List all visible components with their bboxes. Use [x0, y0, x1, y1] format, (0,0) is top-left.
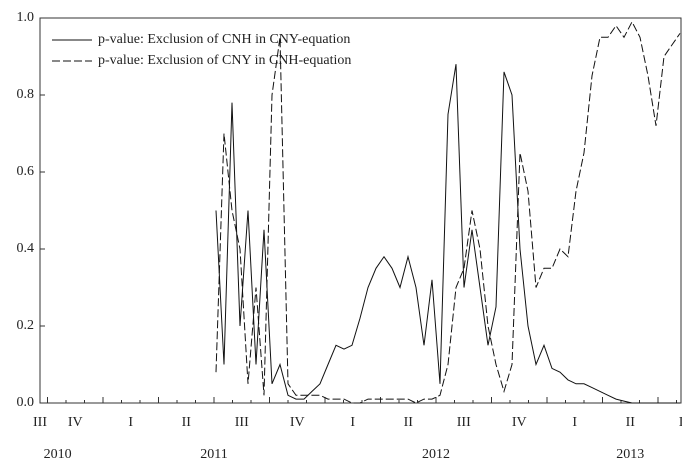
year-label: 2010: [44, 447, 72, 462]
y-tick-label: 0.8: [17, 87, 35, 102]
y-tick-label: 0.6: [17, 164, 35, 179]
x-tick-label: III: [33, 415, 47, 430]
x-tick-label: IV: [290, 415, 305, 430]
x-tick-label: II: [404, 415, 414, 430]
x-tick-label: II: [626, 415, 636, 430]
series-line: [215, 64, 680, 404]
x-tick-label: III: [457, 415, 471, 430]
y-tick-label: 0.4: [17, 241, 35, 256]
x-tick-label: II: [182, 415, 192, 430]
x-tick-label: I: [128, 415, 133, 430]
x-tick-label: III: [235, 415, 249, 430]
series-line: [215, 20, 681, 404]
x-tick-label: IV: [68, 415, 83, 430]
year-label: 2011: [200, 447, 227, 462]
legend-label: p-value: Exclusion of CNY in CNH-equatio…: [98, 53, 351, 68]
y-tick-label: 0.2: [17, 318, 35, 333]
year-label: 2012: [422, 447, 450, 462]
x-tick-label: I: [350, 415, 355, 430]
y-tick-label: 1.0: [17, 10, 35, 25]
legend-label: p-value: Exclusion of CNH in CNY-equatio…: [98, 32, 350, 47]
year-label: 2013: [616, 447, 644, 462]
x-tick-label: IV: [512, 415, 527, 430]
y-tick-label: 0.0: [17, 395, 35, 410]
plot-frame: [39, 17, 682, 404]
x-tick-label: III: [679, 415, 682, 430]
x-tick-label: I: [572, 415, 577, 430]
